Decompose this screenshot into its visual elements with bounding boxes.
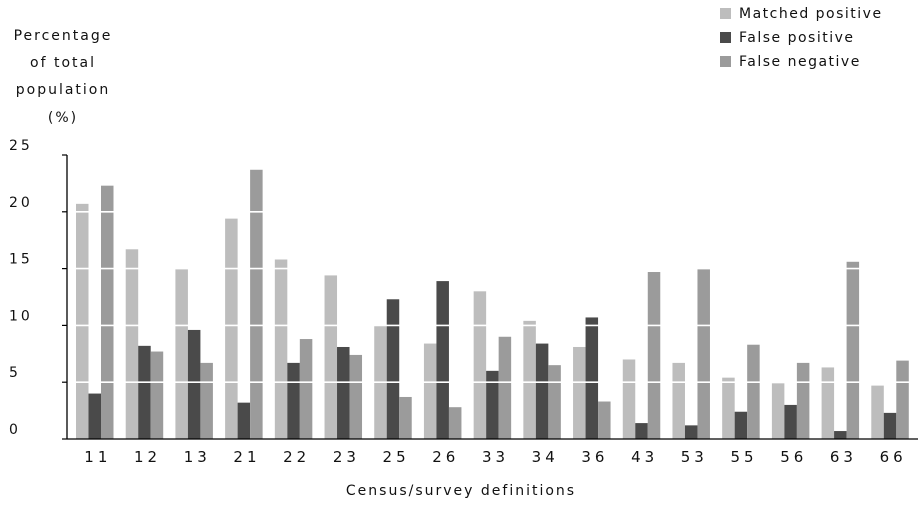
bar-false-positive-21 xyxy=(237,402,251,439)
x-tick-label-13: 13 xyxy=(184,448,211,466)
bar-false-negative-13 xyxy=(200,362,213,439)
legend-label-false-positive: False positive xyxy=(739,30,855,46)
x-tick-label-56: 56 xyxy=(780,448,807,466)
bar-matched-positive-34 xyxy=(523,320,536,439)
y-tick-label-0: 0 xyxy=(9,422,21,438)
legend-item-matched-positive: Matched positive xyxy=(720,6,883,30)
x-tick-label-25: 25 xyxy=(383,448,410,466)
bar-matched-positive-13 xyxy=(175,268,188,439)
bar-false-positive-43 xyxy=(635,423,648,439)
legend: Matched positive False positive False ne… xyxy=(720,6,883,78)
y-axis-label-line-3: population xyxy=(15,82,111,98)
x-tick-label-66: 66 xyxy=(880,448,907,466)
y-tick-label-25: 25 xyxy=(9,138,33,154)
legend-swatch-false-positive xyxy=(720,32,731,43)
bar-false-negative-34 xyxy=(548,365,561,439)
bar-false-negative-56 xyxy=(796,362,810,439)
bar-matched-positive-43 xyxy=(622,359,636,439)
y-tick-label-15: 15 xyxy=(9,252,33,268)
bar-matched-positive-55 xyxy=(722,377,735,439)
bar-false-negative-21 xyxy=(250,169,263,439)
bar-matched-positive-11 xyxy=(76,203,89,439)
x-tick-label-21: 21 xyxy=(233,448,260,466)
bar-false-positive-11 xyxy=(88,393,101,439)
bar-matched-positive-23 xyxy=(324,275,338,439)
bar-false-positive-34 xyxy=(535,343,549,439)
bar-false-negative-33 xyxy=(498,336,512,439)
bar-matched-positive-33 xyxy=(473,291,487,439)
bar-matched-positive-22 xyxy=(274,259,288,439)
x-tick-label-55: 55 xyxy=(730,448,757,466)
y-axis-label-line-1: Percentage xyxy=(13,28,113,44)
legend-swatch-false-negative xyxy=(720,56,731,67)
x-tick-label-43: 43 xyxy=(631,448,658,466)
bar-false-negative-22 xyxy=(299,339,313,439)
bar-false-negative-55 xyxy=(747,344,760,439)
x-tick-label-26: 26 xyxy=(432,448,459,466)
bar-matched-positive-12 xyxy=(125,249,139,439)
y-axis-label-line-2: of total xyxy=(30,55,96,71)
bar-false-positive-23 xyxy=(337,346,350,439)
y-tick-label-20: 20 xyxy=(9,195,33,211)
legend-swatch-matched-positive xyxy=(720,8,731,19)
bar-false-negative-43 xyxy=(647,272,661,439)
legend-label-false-negative: False negative xyxy=(739,54,861,70)
x-axis-label: Census/survey definitions xyxy=(345,483,577,499)
bar-matched-positive-63 xyxy=(821,367,835,439)
bar-matched-positive-36 xyxy=(573,346,586,439)
bar-false-positive-53 xyxy=(684,425,698,439)
bar-false-negative-36 xyxy=(598,401,611,439)
bar-false-negative-26 xyxy=(448,407,462,439)
bar-false-positive-55 xyxy=(734,411,748,439)
bar-false-negative-11 xyxy=(101,185,114,439)
bar-false-positive-56 xyxy=(784,404,797,439)
bar-false-positive-63 xyxy=(834,431,847,439)
y-tick-label-10: 10 xyxy=(9,308,33,324)
y-axis-label-line-4: (%) xyxy=(47,110,79,126)
x-tick-label-33: 33 xyxy=(482,448,509,466)
legend-item-false-negative: False negative xyxy=(720,54,883,78)
bar-false-negative-66 xyxy=(896,360,909,439)
bar-false-negative-23 xyxy=(349,354,363,439)
bar-false-negative-12 xyxy=(150,351,164,439)
x-tick-label-36: 36 xyxy=(581,448,608,466)
x-tick-label-12: 12 xyxy=(134,448,161,466)
bar-false-positive-33 xyxy=(486,370,499,439)
x-tick-label-63: 63 xyxy=(830,448,857,466)
y-tick-label-5: 5 xyxy=(9,365,21,381)
x-tick-label-34: 34 xyxy=(532,448,559,466)
legend-item-false-positive: False positive xyxy=(720,30,883,54)
bar-matched-positive-26 xyxy=(423,343,437,439)
legend-label-matched-positive: Matched positive xyxy=(739,6,883,22)
bar-false-negative-63 xyxy=(846,261,860,439)
bar-false-positive-13 xyxy=(187,329,201,439)
bar-matched-positive-21 xyxy=(225,218,238,439)
x-tick-label-11: 11 xyxy=(84,448,111,466)
bar-false-positive-36 xyxy=(585,317,599,439)
bar-matched-positive-53 xyxy=(672,362,685,439)
bar-matched-positive-66 xyxy=(871,385,884,439)
bar-false-positive-12 xyxy=(138,345,151,439)
bar-matched-positive-56 xyxy=(771,383,785,439)
bar-false-positive-22 xyxy=(287,362,300,439)
x-tick-label-23: 23 xyxy=(333,448,360,466)
x-tick-label-22: 22 xyxy=(283,448,310,466)
bar-false-positive-66 xyxy=(883,412,897,439)
bar-false-negative-53 xyxy=(697,268,710,439)
x-tick-label-53: 53 xyxy=(681,448,708,466)
bar-false-negative-25 xyxy=(399,396,412,439)
bar-false-positive-26 xyxy=(436,281,449,439)
bar-false-positive-25 xyxy=(386,299,400,439)
